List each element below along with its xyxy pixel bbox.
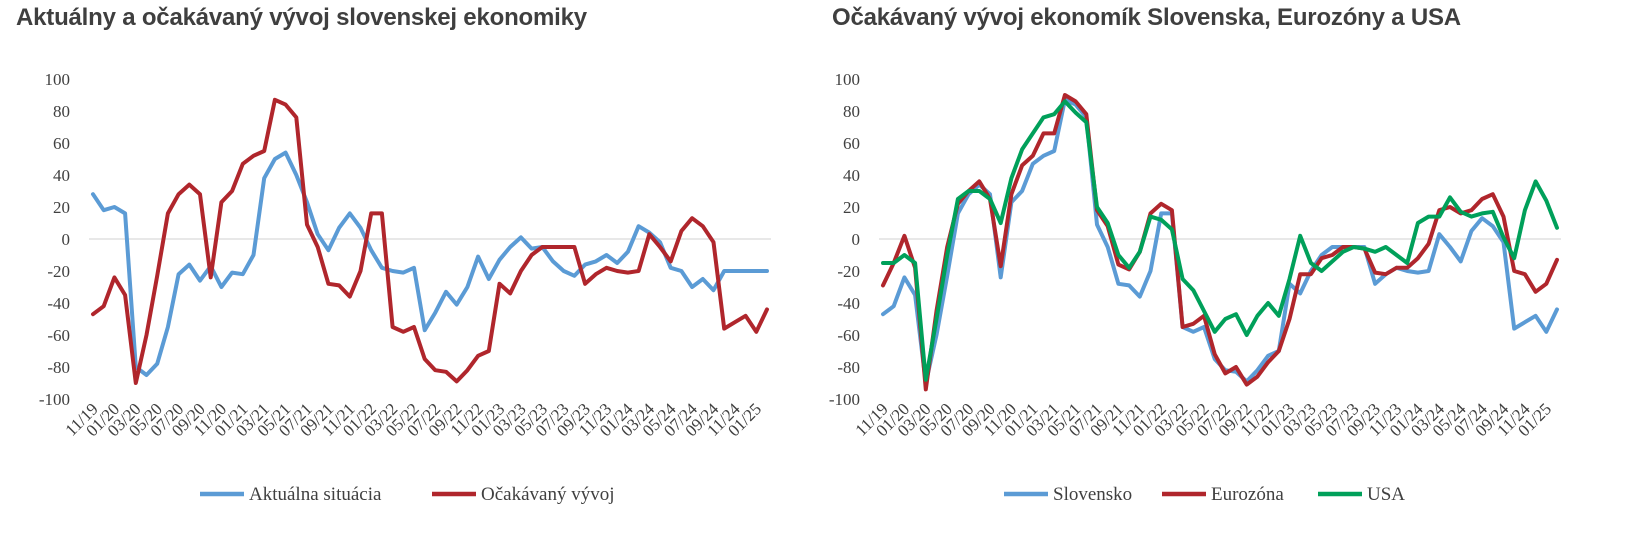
y-tick-label: 100	[835, 70, 861, 89]
y-tick-label: -20	[837, 262, 860, 281]
y-tick-label: -40	[47, 294, 70, 313]
series-line-1	[91, 97, 769, 385]
y-tick-label: 0	[62, 230, 71, 249]
y-tick-label: -100	[39, 390, 70, 409]
y-tick-label: -80	[47, 358, 70, 377]
y-tick-label: -40	[837, 294, 860, 313]
series-line-0	[91, 150, 769, 377]
y-tick-label: 20	[53, 198, 70, 217]
y-tick-label: 20	[843, 198, 860, 217]
y-tick-label: 0	[852, 230, 861, 249]
legend-label: Aktuálna situácia	[249, 484, 382, 505]
series-line-0	[881, 97, 1559, 385]
y-tick-label: 80	[53, 102, 70, 121]
legend-label: Slovensko	[1053, 484, 1132, 505]
legend-label: Očakávaný vývoj	[481, 484, 614, 505]
y-tick-label: -20	[47, 262, 70, 281]
series-line-1	[881, 93, 1559, 392]
legend-label: USA	[1367, 484, 1405, 505]
y-tick-label: 40	[843, 166, 860, 185]
y-tick-label: 100	[45, 70, 71, 89]
chart-1: 100806040200-20-40-60-80-10011/1901/2003…	[829, 70, 1561, 505]
y-tick-label: 80	[843, 102, 860, 121]
y-tick-label: 40	[53, 166, 70, 185]
y-tick-label: -80	[837, 358, 860, 377]
y-tick-label: 60	[843, 134, 860, 153]
chart-title-left: Aktuálny a očakávaný vývoj slovenskej ek…	[16, 4, 587, 31]
y-tick-label: -60	[837, 326, 860, 345]
legend-label: Eurozóna	[1211, 484, 1284, 505]
y-tick-label: 60	[53, 134, 70, 153]
y-tick-label: -100	[829, 390, 860, 409]
series-line-2	[881, 99, 1559, 382]
chart-0: 100806040200-20-40-60-80-10011/1901/2003…	[39, 70, 771, 505]
y-tick-label: -60	[47, 326, 70, 345]
chart-title-right: Očakávaný vývoj ekonomík Slovenska, Euro…	[832, 4, 1461, 31]
